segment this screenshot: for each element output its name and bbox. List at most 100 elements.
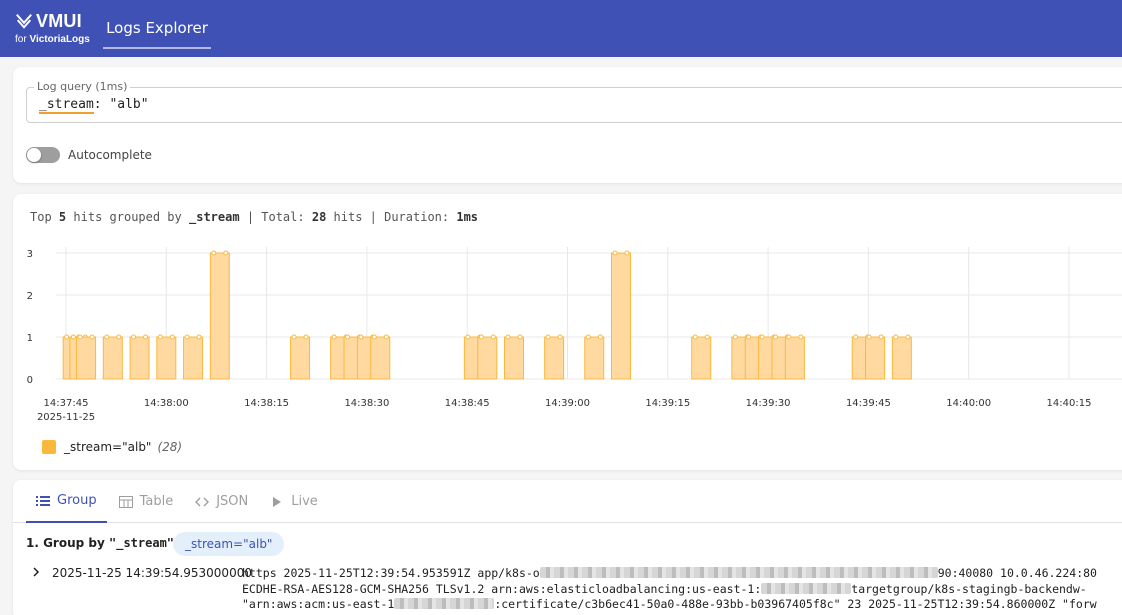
chart-bar [865, 336, 886, 380]
chart-bar [784, 336, 805, 380]
bar-point [331, 334, 337, 340]
bar-point [358, 334, 364, 340]
chart-bar [370, 336, 391, 380]
log-query-text[interactable]: _stream: "alb" [39, 97, 149, 114]
x-tick-label: 14:38:30 [344, 398, 389, 409]
chart-bar [610, 252, 631, 380]
toggle-knob [27, 148, 41, 162]
bar-point [557, 334, 563, 340]
chart-bar [584, 336, 605, 380]
stats-line: Top 5 hits grouped by _stream | Total: 2… [30, 210, 478, 224]
play-icon [273, 496, 282, 507]
log-line3-b: :certificate/c3b6ec41-50a0-488e-93bb-b03… [494, 597, 1097, 611]
stats-duration: 1ms [456, 210, 479, 224]
bar-point [505, 334, 511, 340]
bar-point [383, 334, 389, 340]
bar-point [116, 334, 122, 340]
x-tick-label: 14:38:15 [244, 398, 289, 409]
tab-table-label: Table [139, 494, 174, 509]
bar-point [905, 334, 911, 340]
x-tick-label: 14:39:00 [545, 398, 590, 409]
tab-live-label: Live [291, 494, 318, 509]
logo-sub-name: VictoriaLogs [29, 34, 90, 45]
group-badge[interactable]: _stream="alb" [173, 532, 285, 556]
stats-total-label: | Total: [246, 210, 305, 224]
y-tick-label: 3 [27, 249, 33, 260]
x-tick-label: 14:39:30 [746, 398, 791, 409]
group-title-prefix: 1. Group by [26, 536, 109, 550]
bar-point [545, 334, 551, 340]
chart-panel: Top 5 hits grouped by _stream | Total: 2… [13, 194, 1122, 470]
bar-point [759, 334, 765, 340]
log-row[interactable]: 2025-11-25 14:39:54.953000000 https 2025… [26, 564, 1122, 615]
bar-point [196, 334, 202, 340]
bar-point [291, 334, 297, 340]
bar-point [157, 334, 163, 340]
tab-table[interactable]: Table [109, 480, 184, 523]
autocomplete-label: Autocomplete [68, 148, 152, 162]
legend-count: (28) [157, 440, 183, 454]
tab-json-label: JSON [216, 494, 249, 509]
legend-swatch [42, 440, 56, 454]
bar-point [866, 334, 872, 340]
chart-legend[interactable]: _stream="alb" (28) [42, 440, 182, 454]
hits-chart[interactable]: 0 1 2 3 14:37:45 2025-11-25 14:38:00 14:38:15 14… [13, 234, 1122, 429]
y-tick-label: 2 [27, 291, 33, 302]
bar-point [478, 334, 484, 340]
bar-point [211, 250, 217, 256]
chart-bar [76, 336, 97, 380]
log-line1-a: https 2025-11-25T12:39:54.953591Z app/k8… [242, 566, 540, 580]
stats-total: 28 [311, 210, 327, 224]
bar-point [143, 334, 149, 340]
tab-live[interactable]: Live [260, 480, 328, 523]
bar-point [184, 334, 190, 340]
y-tick-label: 1 [27, 333, 33, 344]
bar-point [893, 334, 899, 340]
bar-point [772, 334, 778, 340]
bar-point [704, 334, 710, 340]
log-message: https 2025-11-25T12:39:54.953591Z app/k8… [242, 566, 1097, 613]
log-time: 2025-11-25 14:39:54.953000000 [52, 566, 252, 580]
bar-point [732, 334, 738, 340]
bar-point [104, 334, 110, 340]
log-line1-b: 90:40080 10.0.46.224:80 [937, 566, 1097, 580]
x-tick-label: 14:37:45 [44, 398, 89, 409]
logo-sub-prefix: for [15, 34, 30, 45]
table-icon [118, 495, 133, 508]
nav-tab-logs-explorer[interactable]: Logs Explorer [103, 8, 211, 49]
log-line3-a: "arn:aws:acm:us-east-1 [242, 597, 395, 611]
x-tick-label: 14:40:15 [1047, 398, 1092, 409]
bar-point [77, 334, 83, 340]
chart-bar [477, 336, 498, 380]
bar-point [786, 334, 792, 340]
tab-json[interactable]: JSON [185, 480, 258, 523]
query-panel: Log query (1ms) _stream: "alb" Autocompl… [13, 67, 1122, 183]
legend-label: _stream="alb" [64, 440, 152, 454]
chart-bar [504, 336, 525, 380]
bar-point [64, 334, 70, 340]
x-tick-label: 14:38:45 [445, 398, 490, 409]
log-line2-b: targetgroup/k8s-stagingb-backendw- [851, 581, 1087, 596]
stats-field: _stream [189, 210, 240, 224]
tab-group[interactable]: Group [26, 480, 107, 523]
stats-top-n: 5 [58, 210, 67, 224]
results-panel: Group Table JSON Live 1. Group by "_stre… [13, 480, 1122, 615]
chart-bar [691, 336, 712, 380]
autocomplete-toggle[interactable] [26, 147, 60, 163]
chart-bar [129, 336, 150, 380]
group-title-field: "_stream" [109, 536, 175, 550]
group-title: 1. Group by "_stream": [26, 536, 179, 550]
victoria-logo-icon [16, 14, 32, 29]
log-query-label: Log query (1ms) [34, 80, 131, 93]
bar-point [223, 250, 229, 256]
logo[interactable]: VMUI for VictoriaLogs [15, 10, 95, 50]
bar-point [465, 334, 471, 340]
chart-bar [102, 336, 123, 380]
log-query-input[interactable]: Log query (1ms) _stream: "alb" [26, 80, 1122, 123]
chevron-right-icon[interactable] [31, 567, 41, 577]
x-date-label: 2025-11-25 [37, 412, 95, 423]
log-line2-a: ECDHE-RSA-AES128-GCM-SHA256 TLSv1.2 arn:… [242, 581, 762, 596]
bar-point [624, 250, 630, 256]
x-tick-label: 14:39:45 [846, 398, 891, 409]
